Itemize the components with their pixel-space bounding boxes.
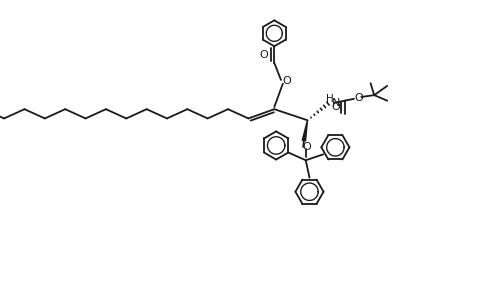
Text: O: O	[331, 102, 340, 112]
Text: O: O	[354, 93, 363, 103]
Text: O: O	[282, 76, 291, 86]
Text: O: O	[302, 142, 311, 152]
Text: O: O	[260, 50, 268, 60]
Text: N: N	[332, 98, 340, 108]
Text: H: H	[325, 94, 334, 104]
Polygon shape	[302, 120, 308, 141]
